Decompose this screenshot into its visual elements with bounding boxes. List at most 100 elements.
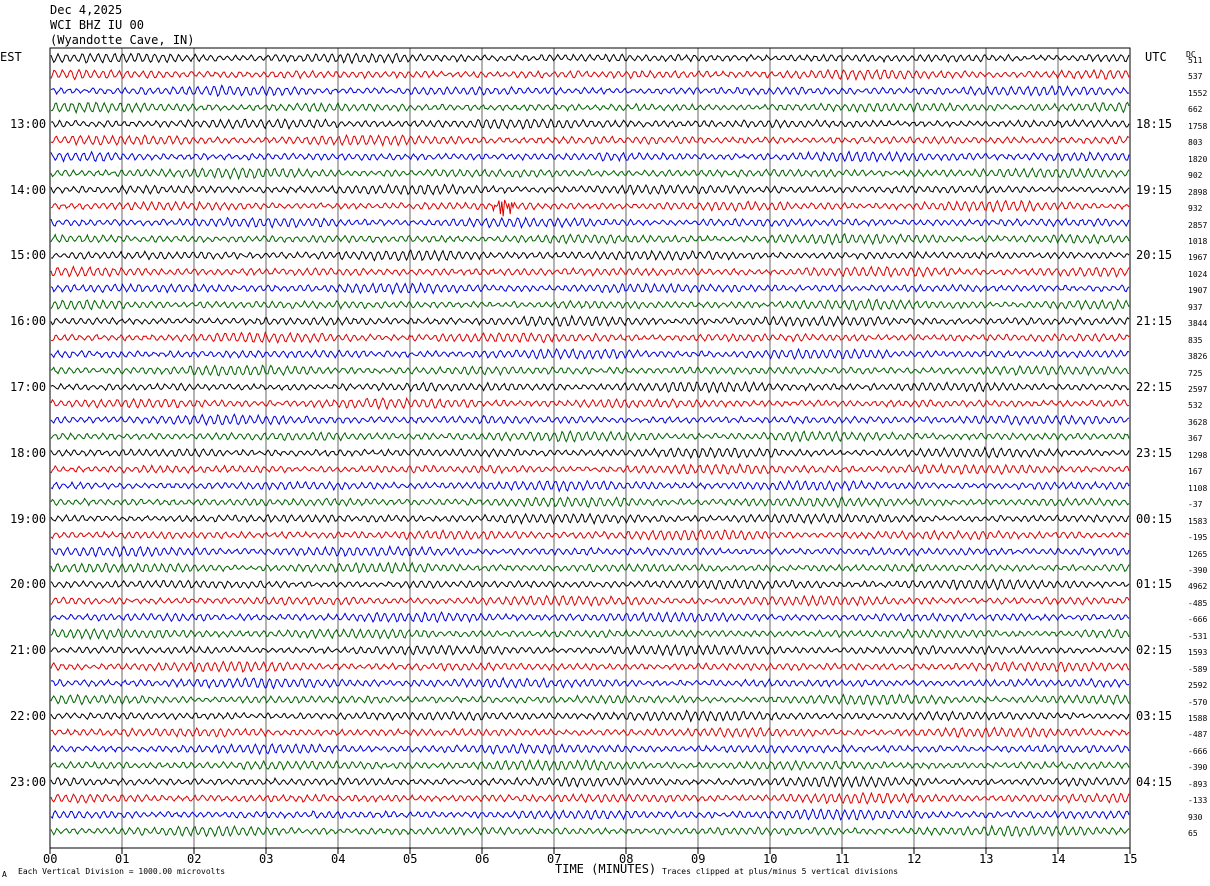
dc-offset-label: -195 (1188, 533, 1208, 543)
dc-offset-label: 2898 (1188, 187, 1208, 197)
left-hour-label: 17:00 (10, 380, 47, 394)
x-tick-label: 06 (475, 852, 490, 866)
dc-label: DC (1186, 50, 1196, 59)
dc-offset-label: 537 (1188, 72, 1203, 82)
header-date: Dec 4,2025 (50, 3, 123, 17)
x-tick-label: 13 (979, 852, 994, 866)
dc-offset-label: 1758 (1188, 121, 1208, 131)
trace-line (50, 544, 1130, 558)
dc-offset-label: -390 (1188, 565, 1208, 575)
dc-offset-label: 1018 (1188, 236, 1208, 246)
dc-offset-label: -893 (1188, 779, 1208, 789)
trace-line (50, 495, 1130, 509)
trace-line (50, 430, 1130, 443)
trace-line (50, 167, 1130, 181)
right-hour-label: 00:15 (1136, 511, 1173, 526)
utc-label: UTC (1145, 50, 1167, 64)
header-location: (Wyandotte Cave, IN) (50, 33, 195, 47)
trace-line (50, 643, 1130, 657)
trace-line (50, 133, 1130, 148)
trace-line (50, 281, 1130, 296)
trace-line (50, 660, 1130, 673)
x-tick-label: 14 (1051, 852, 1066, 866)
x-tick-label: 08 (619, 852, 634, 866)
trace-line (50, 413, 1130, 427)
dc-offset-label: -390 (1188, 763, 1208, 773)
dc-offset-label: 2592 (1188, 681, 1208, 691)
x-tick-label: 10 (763, 852, 778, 866)
x-tick-label: 07 (547, 852, 562, 866)
trace-line (50, 52, 1130, 65)
trace-line (50, 364, 1130, 377)
left-hour-label: 13:00 (10, 116, 47, 131)
x-tick-label: 01 (115, 852, 130, 866)
right-hour-label: 02:15 (1136, 643, 1173, 658)
dc-offset-label: 902 (1188, 171, 1203, 181)
corner-mark: A (2, 870, 7, 879)
x-tick-label: 02 (187, 852, 202, 866)
dc-offset-label: 1108 (1188, 483, 1208, 493)
dc-offset-label: 367 (1188, 434, 1203, 444)
dc-offset-label: 1583 (1188, 516, 1208, 526)
dc-offset-label: 1820 (1188, 154, 1208, 164)
left-hour-label: 15:00 (10, 248, 47, 263)
dc-offset-label: -485 (1188, 598, 1208, 608)
dc-offset-label: 3826 (1188, 352, 1208, 362)
right-hour-label: 03:15 (1136, 709, 1173, 723)
dc-offset-label: 1298 (1188, 450, 1208, 460)
trace-line (50, 594, 1130, 608)
trace-line (50, 84, 1130, 98)
dc-offset-label: 3628 (1188, 417, 1208, 427)
trace-line (50, 512, 1130, 526)
dc-offset-label: -37 (1188, 500, 1203, 510)
trace-line (50, 396, 1130, 411)
trace-line (50, 331, 1130, 345)
trace-line (50, 808, 1130, 821)
trace-line (50, 216, 1130, 230)
scale-footnote: Each Vertical Division = 1000.00 microvo… (18, 867, 226, 876)
right-hour-label: 23:15 (1136, 445, 1173, 460)
trace-line (50, 775, 1130, 789)
x-tick-label: 09 (691, 852, 706, 866)
est-label: EST (0, 50, 22, 64)
dc-offset-label: 167 (1188, 467, 1203, 477)
dc-offset-label: 3844 (1188, 319, 1208, 329)
left-hour-label: 14:00 (10, 182, 47, 197)
right-hour-label: 20:15 (1136, 248, 1173, 263)
dc-offset-label: 835 (1188, 335, 1203, 345)
dc-offset-label: 1588 (1188, 714, 1208, 723)
dc-offset-label: 930 (1188, 812, 1203, 822)
trace-line (50, 232, 1130, 246)
trace-line (50, 118, 1130, 130)
dc-offset-label: -487 (1188, 730, 1208, 740)
left-hour-label: 16:00 (10, 314, 47, 329)
plot-frame (49, 47, 1131, 849)
trace-line (50, 627, 1130, 641)
dc-offset-label: 932 (1188, 204, 1203, 214)
trace-line (50, 742, 1130, 756)
trace-line (50, 561, 1130, 574)
dc-offset-label: 662 (1188, 105, 1203, 115)
x-tick-label: 05 (403, 852, 418, 866)
dc-offset-label: 1552 (1188, 88, 1208, 98)
right-hour-label: 21:15 (1136, 314, 1173, 329)
dc-offset-label: -666 (1188, 615, 1208, 625)
x-tick-label: 11 (835, 852, 850, 866)
dc-offset-label: 725 (1188, 368, 1203, 378)
right-hour-label: 18:15 (1136, 116, 1173, 131)
trace-line (50, 676, 1130, 690)
trace-line (50, 314, 1130, 328)
trace-line (50, 150, 1130, 163)
right-hour-label: 04:15 (1136, 774, 1173, 789)
trace-line (50, 347, 1130, 360)
left-hour-label: 18:00 (10, 445, 47, 460)
trace-line (50, 462, 1130, 476)
dc-offset-label: 1907 (1188, 286, 1208, 296)
x-tick-label: 12 (907, 852, 922, 866)
dc-offset-label: 803 (1188, 138, 1203, 148)
trace-line (50, 726, 1130, 739)
dc-offset-label: 937 (1188, 302, 1203, 312)
trace-line (50, 68, 1130, 82)
dc-offset-label: 65 (1188, 829, 1198, 839)
